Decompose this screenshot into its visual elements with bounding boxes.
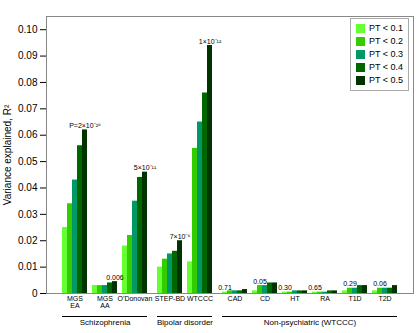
html-text:PT < 0.3: PT < 0.3: [368, 49, 403, 59]
svg-text:O'Donovan: O'Donovan: [118, 295, 153, 302]
svg-text:T1D: T1D: [348, 295, 361, 302]
html-text:PT < 0.1: PT < 0.1: [368, 23, 403, 33]
svg-text:WTCCC: WTCCC: [187, 295, 213, 302]
svg-text:Non-psychiatric (WTCCC): Non-psychiatric (WTCCC): [264, 318, 357, 327]
svg-text:Variance explained, R²: Variance explained, R²: [2, 104, 13, 205]
html-text:PT < 0.2: PT < 0.2: [368, 36, 403, 46]
svg-text:0.29: 0.29: [343, 280, 357, 287]
svg-text:0.006: 0.006: [106, 274, 124, 281]
svg-text:CAD: CAD: [228, 295, 243, 302]
svg-text:0: 0: [32, 288, 38, 299]
svg-text:0.06: 0.06: [18, 129, 38, 140]
svg-text:0.04: 0.04: [18, 182, 38, 193]
svg-text:MGSEA: MGSEA: [67, 295, 83, 309]
svg-text:0.30: 0.30: [278, 284, 292, 291]
svg-text:0.10: 0.10: [18, 24, 38, 35]
svg-text:0.71: 0.71: [218, 284, 232, 291]
svg-text:0.09: 0.09: [18, 50, 38, 61]
svg-text:Bipolar disorder: Bipolar disorder: [157, 318, 213, 327]
svg-text:7×10⁻⁶: 7×10⁻⁶: [170, 233, 191, 240]
svg-text:0.05: 0.05: [18, 156, 38, 167]
svg-text:RA: RA: [320, 295, 330, 302]
svg-text:STEP-BD: STEP-BD: [155, 295, 185, 302]
svg-text:0.08: 0.08: [18, 77, 38, 88]
svg-text:MGSAA: MGSAA: [97, 295, 113, 309]
svg-text:HT: HT: [290, 295, 300, 302]
svg-text:Schizophrenia: Schizophrenia: [80, 318, 131, 327]
svg-text:1×10⁻¹²: 1×10⁻¹²: [199, 38, 222, 45]
svg-text:T2D: T2D: [378, 295, 391, 302]
svg-text:CD: CD: [260, 295, 270, 302]
svg-text:0.65: 0.65: [308, 284, 322, 291]
svg-text:5×10⁻¹¹: 5×10⁻¹¹: [134, 164, 157, 171]
html-text:PT < 0.4: PT < 0.4: [368, 62, 403, 72]
svg-text:0.01: 0.01: [18, 261, 38, 272]
html-text:PT < 0.5: PT < 0.5: [368, 75, 403, 85]
svg-text:0.07: 0.07: [18, 103, 38, 114]
svg-text:P=2×10⁻²⁶: P=2×10⁻²⁶: [69, 122, 101, 129]
svg-text:0.06: 0.06: [373, 280, 387, 287]
svg-text:0.02: 0.02: [18, 235, 38, 246]
svg-text:0.05: 0.05: [253, 278, 267, 285]
svg-text:0.03: 0.03: [18, 209, 38, 220]
